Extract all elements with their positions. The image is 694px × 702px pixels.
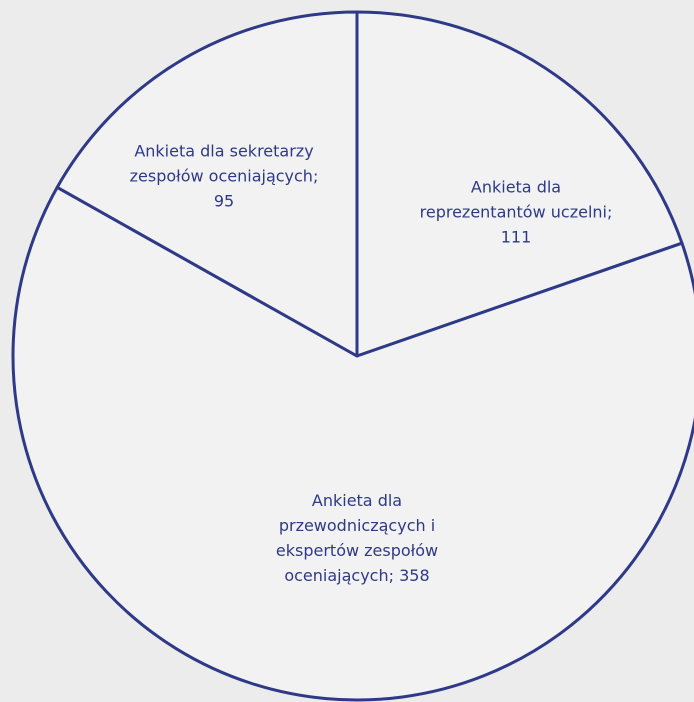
slice-label: Ankieta dla sekretarzy zespołów oceniają… <box>129 141 319 211</box>
pie-slice <box>55 10 359 358</box>
pie-slice <box>11 185 694 702</box>
slice-label: Ankieta dla przewodniczących i ekspertów… <box>275 491 439 585</box>
slice-label: Ankieta dla reprezentantów uczelni; 111 <box>419 177 613 247</box>
